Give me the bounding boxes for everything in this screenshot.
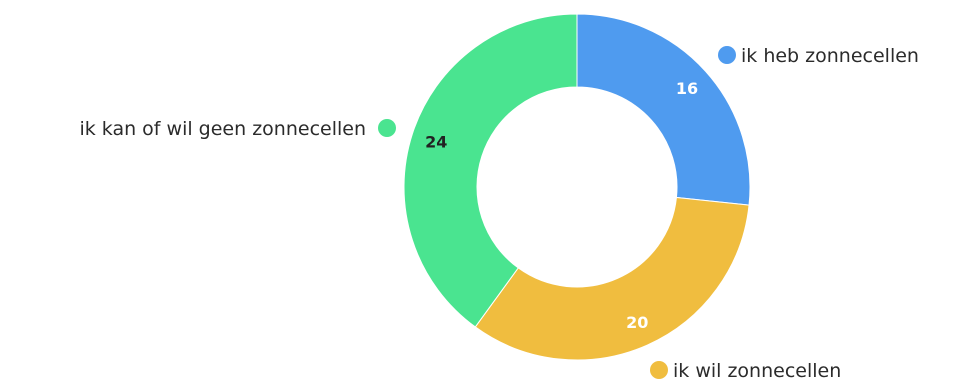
slice-value-label-0: 16 [676, 79, 698, 98]
donut-slice-1 [474, 196, 750, 361]
legend-label-ik-kan-of-wil-geen-zonnecellen: ik kan of wil geen zonnecellen [79, 118, 366, 140]
legend-dot-yellow [650, 361, 668, 379]
legend-label-ik-heb-zonnecellen: ik heb zonnecellen [741, 45, 919, 67]
legend-entry-ik-wil-zonnecellen: ik wil zonnecellen [650, 360, 841, 382]
slice-value-label-1: 20 [626, 313, 648, 332]
slices-group [403, 13, 751, 361]
legend-entry-ik-heb-zonnecellen: ik heb zonnecellen [718, 45, 919, 67]
slice-value-label-2: 24 [425, 132, 447, 151]
value-labels-group: 16 20 24 [425, 79, 698, 332]
donut-slice-0 [576, 13, 751, 206]
legend-dot-blue [718, 46, 736, 64]
donut-slice-2 [403, 13, 578, 328]
legend-label-ik-wil-zonnecellen: ik wil zonnecellen [673, 360, 841, 382]
legend-entry-ik-kan-of-wil-geen-zonnecellen: ik kan of wil geen zonnecellen [79, 118, 396, 140]
legend-dot-green [378, 119, 396, 137]
